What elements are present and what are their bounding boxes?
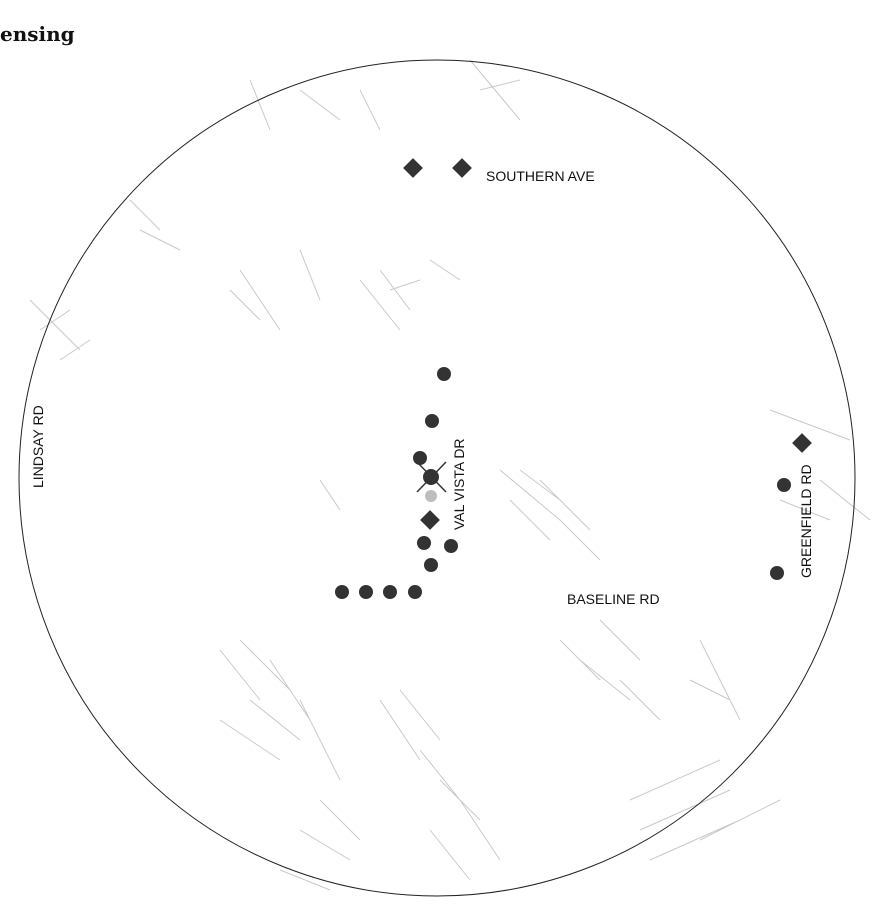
road-label-baseline: BASELINE RD bbox=[567, 591, 660, 607]
circle-marker[interactable] bbox=[425, 414, 439, 428]
circle-marker[interactable] bbox=[770, 566, 784, 580]
circle-marker[interactable] bbox=[777, 478, 791, 492]
road-label-greenfield: GREENFIELD RD bbox=[798, 464, 814, 578]
circle-marker[interactable] bbox=[417, 536, 431, 550]
diamond-marker[interactable] bbox=[452, 158, 472, 178]
circle-markers bbox=[335, 367, 791, 599]
diamond-marker[interactable] bbox=[420, 510, 440, 530]
street-network bbox=[29, 59, 871, 891]
road-label-lindsay: LINDSAY RD bbox=[30, 405, 46, 488]
circle-marker[interactable] bbox=[437, 367, 451, 381]
circle-marker[interactable] bbox=[383, 585, 397, 599]
center-cross-icon bbox=[416, 461, 447, 493]
radius-circle bbox=[18, 59, 856, 897]
circle-marker[interactable] bbox=[359, 585, 373, 599]
light-marker bbox=[425, 490, 437, 502]
diamond-marker[interactable] bbox=[792, 433, 812, 453]
circle-marker[interactable] bbox=[413, 451, 427, 465]
road-label-southern: SOUTHERN AVE bbox=[486, 168, 595, 184]
circle-marker[interactable] bbox=[335, 585, 349, 599]
road-label-val-vista: VAL VISTA DR bbox=[451, 438, 467, 530]
circle-marker[interactable] bbox=[408, 585, 422, 599]
page-title: ensing bbox=[0, 22, 75, 46]
circle-marker[interactable] bbox=[424, 558, 438, 572]
diamond-markers bbox=[403, 158, 812, 530]
diamond-marker[interactable] bbox=[403, 158, 423, 178]
circle-marker[interactable] bbox=[444, 539, 458, 553]
